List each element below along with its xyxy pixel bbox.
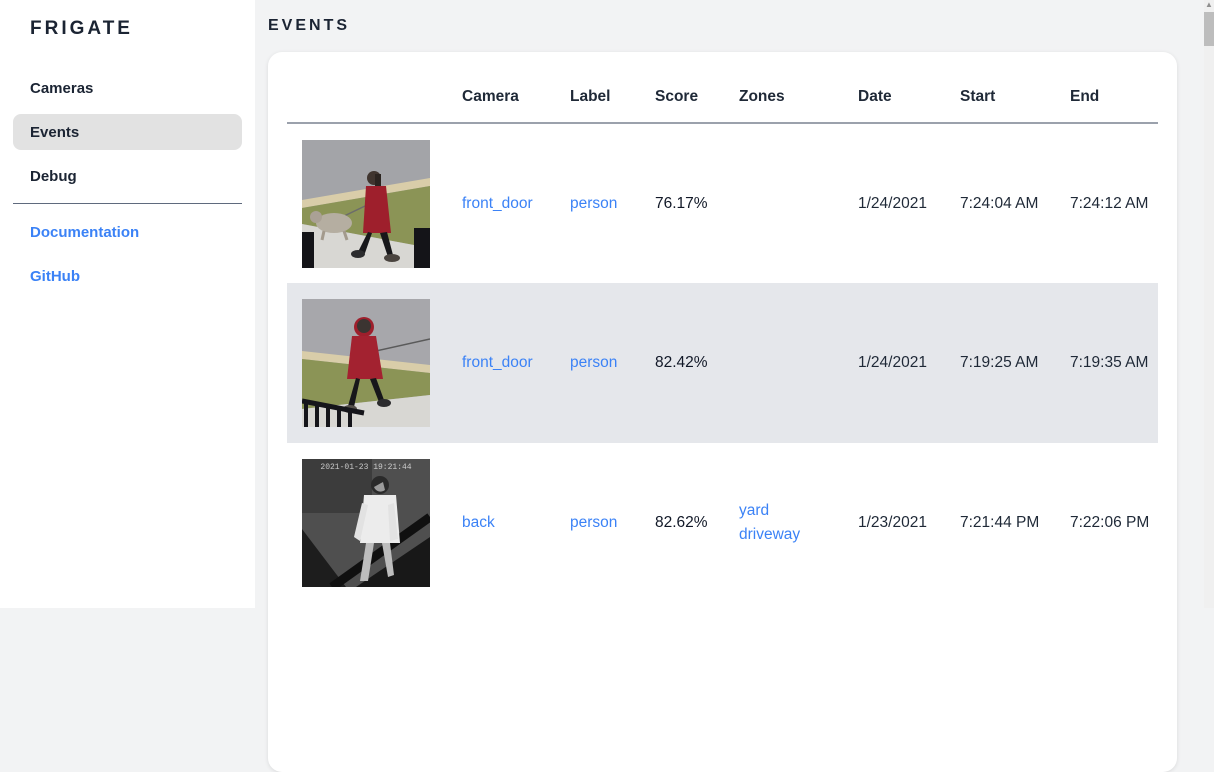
score-value: 76.17%: [655, 194, 708, 212]
start-value: 7:21:44 PM: [960, 514, 1040, 531]
event-thumbnail[interactable]: [302, 139, 430, 268]
zone-link[interactable]: driveway: [739, 526, 801, 543]
zones-cell: [739, 283, 858, 443]
camera-link[interactable]: front_door: [462, 194, 533, 212]
column-date: Date: [858, 52, 960, 124]
column-end: End: [1070, 52, 1158, 124]
sidebar: FRIGATE Cameras Events Debug Documentati…: [0, 0, 255, 608]
date-value: 1/24/2021: [858, 194, 927, 212]
event-thumbnail[interactable]: [302, 299, 430, 427]
column-thumbnail: [287, 52, 462, 124]
sidebar-link-github[interactable]: GitHub: [30, 267, 80, 285]
label-link[interactable]: person: [570, 354, 618, 371]
date-value: 1/23/2021: [858, 514, 927, 531]
column-zones: Zones: [739, 52, 858, 124]
label-link[interactable]: person: [570, 514, 618, 531]
table-row[interactable]: 2021-01-23 19:21:44 back person 82.62% y…: [287, 443, 1158, 603]
svg-text:2021-01-23 19:21:44: 2021-01-23 19:21:44: [320, 463, 411, 472]
zones-cell: yard driveway: [739, 443, 858, 603]
table-row[interactable]: front_door person 82.42% 1/24/2021 7:19:…: [287, 283, 1158, 443]
end-value: 7:22:06 PM: [1070, 514, 1150, 531]
column-score: Score: [655, 52, 739, 124]
start-value: 7:24:04 AM: [960, 194, 1039, 212]
score-value: 82.62%: [655, 514, 708, 531]
event-thumbnail[interactable]: 2021-01-23 19:21:44: [302, 459, 430, 587]
zone-link[interactable]: yard: [739, 502, 770, 519]
table-row[interactable]: front_door person 76.17% 1/24/2021 7:24:…: [287, 123, 1158, 283]
column-label: Label: [570, 52, 655, 124]
camera-link[interactable]: front_door: [462, 354, 533, 371]
table-header-row: Camera Label Score Zones Date Start End: [287, 52, 1158, 124]
zones-cell: [739, 123, 858, 283]
date-value: 1/24/2021: [858, 283, 960, 443]
sidebar-item-cameras[interactable]: Cameras: [30, 79, 94, 97]
end-value: 7:24:12 AM: [1070, 194, 1149, 212]
column-start: Start: [960, 52, 1070, 124]
camera-link[interactable]: back: [462, 514, 495, 531]
column-camera: Camera: [462, 52, 570, 124]
end-value: 7:19:35 AM: [1070, 283, 1158, 443]
sidebar-item-events[interactable]: Events: [13, 114, 242, 150]
scrollbar-thumb[interactable]: [1204, 12, 1214, 46]
events-table: Camera Label Score Zones Date Start End: [287, 52, 1158, 603]
score-value: 82.42%: [655, 283, 739, 443]
sidebar-item-debug[interactable]: Debug: [30, 167, 77, 185]
vertical-scrollbar[interactable]: ▲: [1204, 0, 1214, 608]
sidebar-link-documentation[interactable]: Documentation: [30, 223, 140, 241]
page-title: EVENTS: [268, 17, 351, 34]
scroll-up-arrow-icon[interactable]: ▲: [1205, 0, 1213, 9]
label-link[interactable]: person: [570, 194, 618, 212]
main-content: EVENTS Camera Label Score Zones Date Sta…: [255, 0, 1214, 772]
app-logo: FRIGATE: [30, 18, 133, 39]
sidebar-divider: [13, 203, 242, 204]
events-card: Camera Label Score Zones Date Start End: [268, 52, 1177, 772]
start-value: 7:19:25 AM: [960, 283, 1070, 443]
